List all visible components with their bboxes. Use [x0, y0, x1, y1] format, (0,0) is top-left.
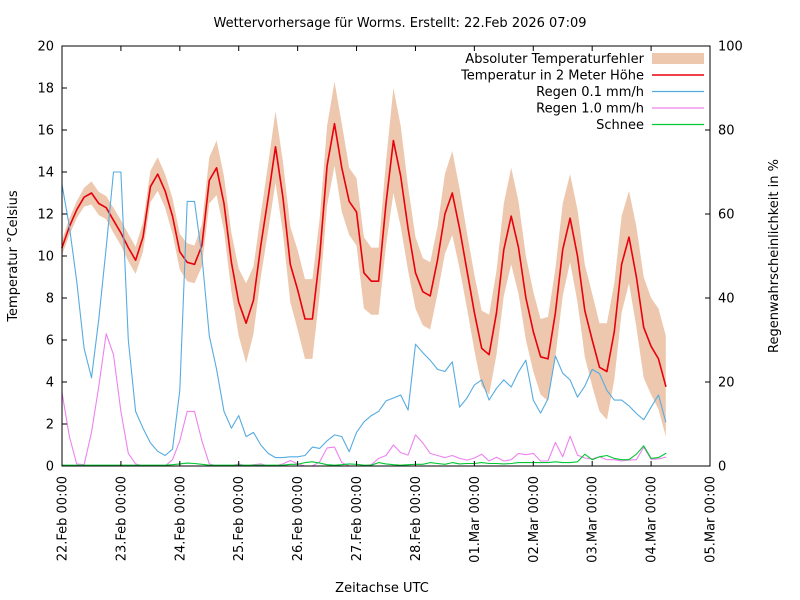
x-axis-label: Zeitachse UTC: [335, 581, 429, 596]
series-layer: [61, 81, 667, 467]
legend-item-regen-0-1-mm-h: Regen 0.1 mm/h: [536, 85, 704, 100]
x-tick-label: 26.Feb 00:00: [291, 476, 306, 561]
right-axis-label: Regenwahrscheinlichkeit in %: [767, 159, 782, 353]
legend-item-schnee: Schnee: [596, 118, 704, 133]
left-tick-label: 14: [37, 166, 54, 181]
legend-item-regen-1-0-mm-h: Regen 1.0 mm/h: [536, 102, 704, 117]
plot-border: [61, 45, 711, 467]
temperatur-in-2-meter-h-he-line: [61, 122, 667, 388]
axes-layer: 0 2 4 6 8 10 12 14 16 18 20 0 20 40 60 80 100 22.Feb 00:0…: [37, 40, 742, 563]
x-tick-label: 23.Feb 00:00: [114, 476, 129, 561]
left-axis-label: Temperatur °Celsius: [6, 190, 21, 323]
legend-label: Regen 0.1 mm/h: [536, 85, 644, 100]
right-tick-label: 100: [718, 40, 743, 55]
legend-label: Regen 1.0 mm/h: [536, 102, 644, 117]
regen-0-1-mm-h-line: [61, 171, 667, 459]
x-tick-label: 27.Feb 00:00: [350, 476, 365, 561]
x-tick-label: 01.Mar 00:00: [468, 476, 483, 563]
x-tick-label: 02.Mar 00:00: [527, 476, 542, 563]
left-tick-label: 2: [46, 418, 54, 433]
error-band: [62, 81, 666, 437]
x-tick-label: 22.Feb 00:00: [56, 476, 71, 561]
x-tick-label: 03.Mar 00:00: [586, 476, 601, 563]
legend-label: Absoluter Temperaturfehler: [465, 52, 644, 67]
legend-item-temperatur-in-2-meter-h-he: Temperatur in 2 Meter Höhe: [460, 69, 704, 84]
legend-label: Schnee: [596, 118, 644, 133]
left-tick-label: 4: [46, 376, 54, 391]
x-tick-label: 24.Feb 00:00: [173, 476, 188, 561]
legend-item-absoluter-temperaturfehler: Absoluter Temperaturfehler: [465, 52, 704, 67]
right-tick-label: 0: [718, 460, 726, 475]
left-tick-label: 18: [37, 82, 54, 97]
legend: Absoluter Temperaturfehler Temperatur in …: [460, 52, 704, 133]
right-tick-label: 20: [718, 376, 735, 391]
left-tick-label: 16: [37, 124, 54, 139]
x-tick-label: 04.Mar 00:00: [645, 476, 660, 563]
legend-band-swatch: [652, 53, 704, 64]
chart-title: Wettervorhersage für Worms. Erstellt: 22…: [213, 16, 586, 31]
right-tick-label: 60: [718, 208, 735, 223]
left-tick-label: 8: [46, 292, 54, 307]
x-tick-label: 05.Mar 00:00: [704, 476, 719, 563]
x-tick-label: 28.Feb 00:00: [409, 476, 424, 561]
left-tick-label: 6: [46, 334, 54, 349]
right-tick-label: 80: [718, 124, 735, 139]
left-tick-label: 10: [37, 250, 54, 265]
schnee-line: [61, 445, 667, 466]
right-tick-label: 40: [718, 292, 735, 307]
x-tick-label: 25.Feb 00:00: [232, 476, 247, 561]
left-tick-label: 0: [46, 460, 54, 475]
legend-label: Temperatur in 2 Meter Höhe: [460, 69, 644, 84]
left-tick-label: 20: [37, 40, 54, 55]
left-tick-label: 12: [37, 208, 54, 223]
